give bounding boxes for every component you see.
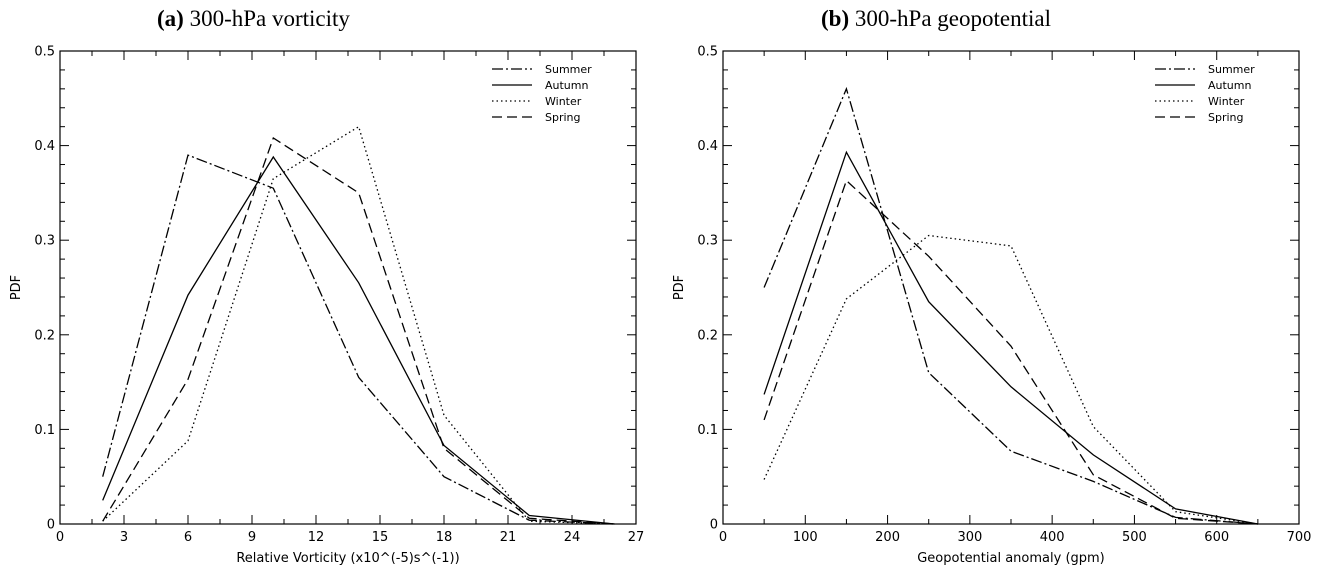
- x-tick-label: 3: [120, 530, 128, 545]
- y-axis-label: PDF: [672, 275, 687, 300]
- x-tick-label: 200: [875, 530, 900, 545]
- y-tick-label: 0.5: [34, 45, 55, 60]
- y-tick-label: 0.5: [697, 45, 718, 60]
- y-tick-label: 0.2: [34, 328, 55, 343]
- series-line-spring: [763, 179, 1258, 525]
- x-axis-label: Relative Vorticity (x10^(-5)s^(-1)): [236, 551, 459, 566]
- x-tick-label: 0: [56, 530, 64, 545]
- x-tick-label: 15: [372, 530, 389, 545]
- legend-label-spring: Spring: [545, 111, 581, 124]
- y-axis-label: PDF: [9, 275, 24, 300]
- x-tick-label: 12: [308, 530, 325, 545]
- x-tick-label: 18: [436, 530, 453, 545]
- x-tick-label: 300: [957, 530, 982, 545]
- panel-a-title-text: 300-hPa vorticity: [189, 6, 350, 31]
- series-line-summer: [102, 154, 615, 525]
- x-tick-label: 600: [1204, 530, 1229, 545]
- y-tick-label: 0.4: [34, 139, 55, 154]
- panel-a-plot: 0 3 6 9 12 15 18 21 24 27 0 0.1 0.2 0.3 0.4 0.5 Relative…: [9, 45, 644, 567]
- x-tick-label: 400: [1040, 530, 1065, 545]
- x-tick-label: 9: [248, 530, 256, 545]
- panel-b-label: (b): [821, 6, 850, 31]
- y-tick-label: 0: [710, 518, 718, 533]
- series-line-summer: [763, 86, 1258, 525]
- y-tick-label: 0.1: [34, 423, 55, 438]
- panel-b-plot: 0 100 200 300 400 500 600 700 0 0.1 0.2 0.3 0.4 0.5 Ge…: [672, 45, 1311, 567]
- series-line-winter: [763, 234, 1258, 525]
- legend-label-autumn: Autumn: [1208, 79, 1251, 92]
- legend: Summer Autumn Winter Spring: [492, 63, 592, 124]
- legend-label-spring: Spring: [1208, 111, 1244, 124]
- x-tick-label: 24: [564, 530, 581, 545]
- series-line-spring: [102, 137, 615, 525]
- legend: Summer Autumn Winter Spring: [1155, 63, 1255, 124]
- x-axis-label: Geopotential anomaly (gpm): [917, 551, 1105, 566]
- x-tick-label: 500: [1122, 530, 1147, 545]
- x-tick-label: 6: [184, 530, 192, 545]
- legend-label-summer: Summer: [545, 63, 592, 76]
- legend-label-winter: Winter: [1208, 95, 1245, 108]
- y-tick-label: 0.4: [697, 139, 718, 154]
- y-tick-label: 0.1: [697, 423, 718, 438]
- y-tick-label: 0.2: [697, 328, 718, 343]
- series-line-winter: [102, 125, 615, 525]
- x-tick-label: 0: [719, 530, 727, 545]
- x-tick-label: 27: [628, 530, 645, 545]
- legend-label-autumn: Autumn: [545, 79, 588, 92]
- series-line-autumn: [102, 155, 615, 525]
- legend-label-summer: Summer: [1208, 63, 1255, 76]
- y-tick-label: 0.3: [697, 234, 718, 249]
- x-tick-label: 100: [793, 530, 818, 545]
- series-line-autumn: [763, 150, 1259, 525]
- panel-b-title: (b) 300-hPa geopotential: [821, 6, 1051, 32]
- panel-a-label: (a): [157, 6, 184, 31]
- panel-b-title-text: 300-hPa geopotential: [854, 6, 1051, 31]
- legend-label-winter: Winter: [545, 95, 582, 108]
- x-tick-label: 700: [1287, 530, 1312, 545]
- panel-a-title: (a) 300-hPa vorticity: [157, 6, 350, 32]
- y-tick-label: 0.3: [34, 234, 55, 249]
- x-tick-label: 21: [500, 530, 517, 545]
- y-tick-label: 0: [47, 518, 55, 533]
